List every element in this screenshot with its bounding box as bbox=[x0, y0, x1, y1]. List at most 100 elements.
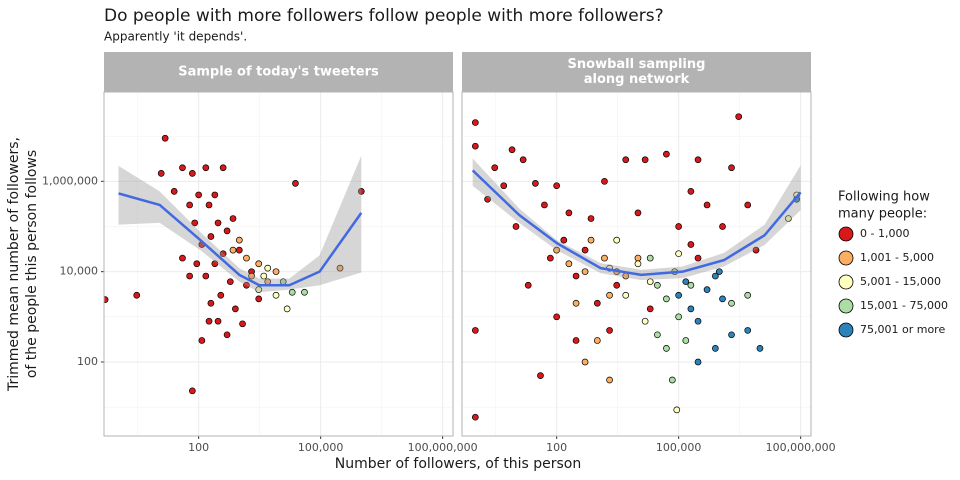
y-axis-label: Trimmed mean number of followers, of the … bbox=[6, 137, 40, 392]
point bbox=[581, 246, 589, 254]
point bbox=[581, 268, 589, 276]
point bbox=[593, 299, 601, 307]
confidence-band bbox=[118, 155, 362, 293]
point bbox=[205, 201, 213, 209]
point bbox=[508, 146, 516, 154]
legend-swatch bbox=[838, 226, 854, 242]
point bbox=[694, 358, 702, 366]
point bbox=[744, 201, 752, 209]
x-tick-label: 100,000,000 bbox=[766, 441, 836, 454]
point bbox=[663, 295, 670, 303]
point bbox=[622, 291, 630, 299]
point bbox=[663, 345, 670, 352]
point bbox=[634, 254, 642, 262]
point bbox=[157, 170, 165, 177]
point bbox=[229, 246, 237, 254]
point bbox=[219, 250, 227, 258]
point bbox=[272, 291, 280, 299]
point bbox=[654, 281, 661, 289]
legend-swatch bbox=[838, 322, 854, 338]
point bbox=[519, 156, 527, 164]
point bbox=[214, 317, 222, 325]
point bbox=[613, 281, 621, 289]
point bbox=[243, 254, 250, 262]
point bbox=[572, 337, 580, 344]
point bbox=[195, 191, 203, 199]
point bbox=[641, 317, 649, 325]
x-tick-label: 100,000,000 bbox=[408, 441, 478, 454]
point bbox=[179, 254, 186, 262]
point bbox=[675, 313, 682, 321]
point bbox=[532, 180, 539, 187]
point bbox=[202, 272, 210, 280]
point bbox=[202, 164, 210, 172]
legend-title: many people: bbox=[838, 207, 927, 222]
point bbox=[641, 156, 649, 164]
point bbox=[211, 260, 219, 268]
chart-subtitle: Apparently 'it depends'. bbox=[104, 30, 247, 44]
point bbox=[223, 227, 231, 235]
point bbox=[104, 296, 109, 304]
legend-label: 75,001 or more bbox=[860, 323, 945, 336]
point bbox=[634, 209, 642, 217]
point bbox=[728, 299, 735, 307]
point bbox=[622, 156, 630, 164]
point bbox=[694, 317, 702, 325]
point bbox=[226, 278, 234, 286]
point bbox=[646, 278, 654, 286]
point bbox=[565, 260, 573, 268]
point bbox=[682, 337, 690, 344]
point bbox=[687, 281, 695, 289]
point bbox=[675, 250, 682, 258]
point bbox=[606, 291, 613, 299]
point bbox=[675, 291, 682, 299]
legend-label: 5,001 - 15,000 bbox=[860, 275, 941, 288]
point bbox=[211, 191, 219, 199]
point bbox=[587, 236, 595, 244]
point bbox=[553, 182, 561, 190]
point bbox=[606, 376, 613, 384]
point bbox=[255, 260, 263, 268]
point bbox=[728, 331, 735, 339]
point bbox=[606, 327, 613, 334]
facet-strip bbox=[104, 52, 453, 92]
point bbox=[292, 180, 299, 187]
legend-label: 15,001 - 75,000 bbox=[860, 299, 948, 312]
point bbox=[613, 236, 621, 244]
point bbox=[223, 331, 231, 339]
plot-area bbox=[471, 113, 802, 421]
point bbox=[756, 345, 764, 352]
x-tick-label: 100 bbox=[546, 441, 567, 454]
panel-border bbox=[103, 91, 454, 437]
point bbox=[687, 188, 695, 195]
point bbox=[500, 182, 508, 190]
point bbox=[572, 272, 580, 280]
point bbox=[553, 246, 561, 254]
point bbox=[239, 320, 246, 328]
point bbox=[703, 201, 711, 209]
point bbox=[255, 286, 263, 293]
point bbox=[133, 291, 141, 299]
x-tick-label: 100 bbox=[188, 441, 209, 454]
point bbox=[235, 236, 243, 244]
point bbox=[703, 286, 711, 293]
point bbox=[785, 215, 792, 222]
y-tick-label: 100 bbox=[77, 355, 98, 368]
point bbox=[694, 254, 702, 262]
facet-title: along network bbox=[584, 72, 690, 87]
point bbox=[634, 260, 642, 268]
point bbox=[537, 372, 544, 379]
point bbox=[229, 215, 237, 222]
point bbox=[587, 215, 595, 222]
facet-title: Snowball sampling bbox=[568, 57, 706, 72]
facet-title: Sample of today's tweeters bbox=[178, 65, 379, 80]
point bbox=[560, 236, 568, 244]
point bbox=[357, 188, 365, 195]
point bbox=[170, 188, 178, 195]
point bbox=[283, 305, 291, 313]
point bbox=[179, 164, 186, 172]
x-axis-label: Number of followers, of this person bbox=[335, 456, 581, 472]
point bbox=[232, 305, 239, 313]
plot-area bbox=[104, 134, 365, 395]
point bbox=[205, 317, 213, 325]
